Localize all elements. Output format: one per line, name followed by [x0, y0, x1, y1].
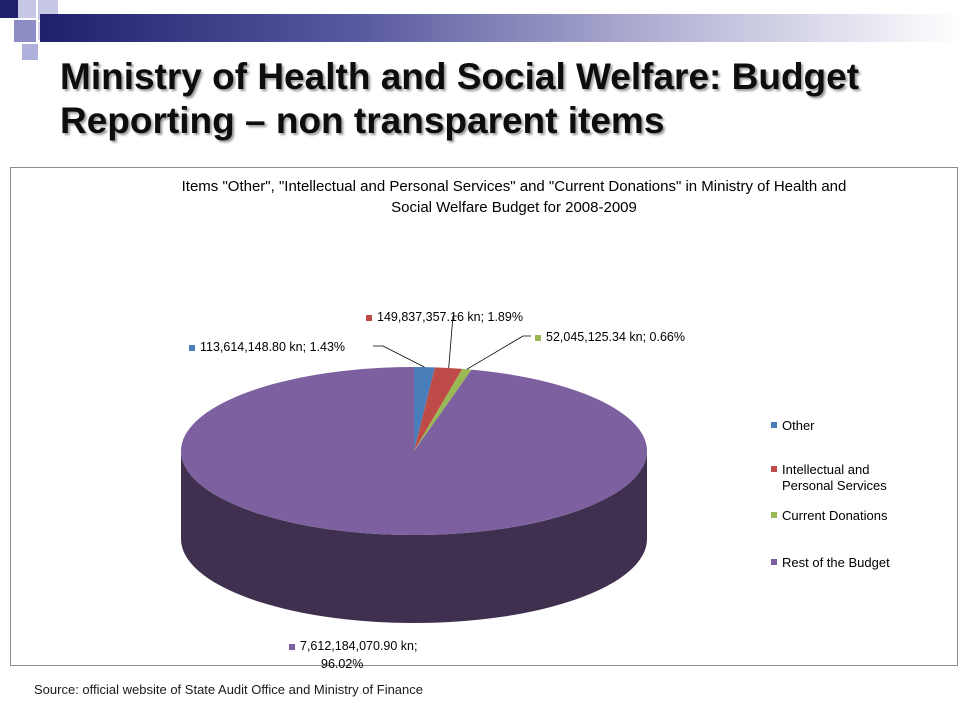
source-note: Source: official website of State Audit …	[34, 682, 423, 697]
leader-line-donations	[466, 335, 531, 370]
legend-label-donations: Current Donations	[782, 508, 888, 523]
header-gradient-bar	[40, 14, 960, 42]
pie-slice-intellectual	[414, 367, 463, 451]
slide-title: Ministry of Health and Social Welfare: B…	[60, 56, 860, 141]
header-square-mid	[22, 44, 38, 60]
data-label-intellectual: 149,837,357.16 kn; 1.89%	[366, 310, 523, 324]
data-label-rest-text-1: 7,612,184,070.90 kn;	[300, 639, 418, 653]
pie-slice-other	[414, 367, 435, 451]
data-label-rest-line-2: 96.02%	[321, 657, 364, 671]
chart-title: Items "Other", "Intellectual and Persona…	[11, 176, 957, 218]
header-square-light	[18, 0, 36, 18]
chart-title-line-1: Items "Other", "Intellectual and Persona…	[181, 178, 847, 195]
legend-label-rest: Rest of the Budget	[782, 555, 890, 570]
legend-marker-intellectual	[771, 466, 777, 472]
leader-line-other	[373, 345, 425, 368]
leader-line-intellectual	[448, 315, 457, 368]
chart-title-line-2: Social Welfare Budget for 2008-2009	[391, 199, 637, 216]
legend-marker-other	[771, 422, 777, 428]
pie-slice-donations	[414, 368, 472, 451]
legend-label-intellectual: Intellectual and Personal Services	[782, 462, 887, 493]
pie-slice-rest	[180, 367, 647, 535]
header-square-navy	[0, 0, 18, 18]
chart-area: Items "Other", "Intellectual and Persona…	[10, 167, 958, 671]
data-label-intellectual-text: 149,837,357.16 kn; 1.89%	[377, 310, 523, 324]
pie-chart	[180, 315, 647, 623]
data-label-marker-rest	[289, 643, 295, 650]
legend-marker-donations	[771, 512, 777, 518]
data-label-rest: 7,612,184,070.90 kn; 96.02%	[289, 637, 417, 673]
data-label-donations-text: 52,045,125.34 kn; 0.66%	[546, 330, 686, 344]
data-label-marker-donations	[535, 334, 541, 341]
data-label-other-text: 113,614,148.80 kn; 1.43%	[200, 340, 346, 354]
legend-marker-rest	[771, 559, 777, 565]
data-label-marker-other	[189, 344, 195, 351]
data-label-marker-intellectual	[366, 314, 372, 321]
data-label-other: 113,614,148.80 kn; 1.43%	[189, 340, 345, 354]
header-square-mid	[14, 20, 36, 42]
pie-side-wall	[181, 451, 647, 623]
data-label-rest-line-1: 7,612,184,070.90 kn;	[289, 637, 417, 655]
data-label-donations: 52,045,125.34 kn; 0.66%	[535, 330, 685, 344]
legend-label-other: Other	[782, 418, 815, 433]
